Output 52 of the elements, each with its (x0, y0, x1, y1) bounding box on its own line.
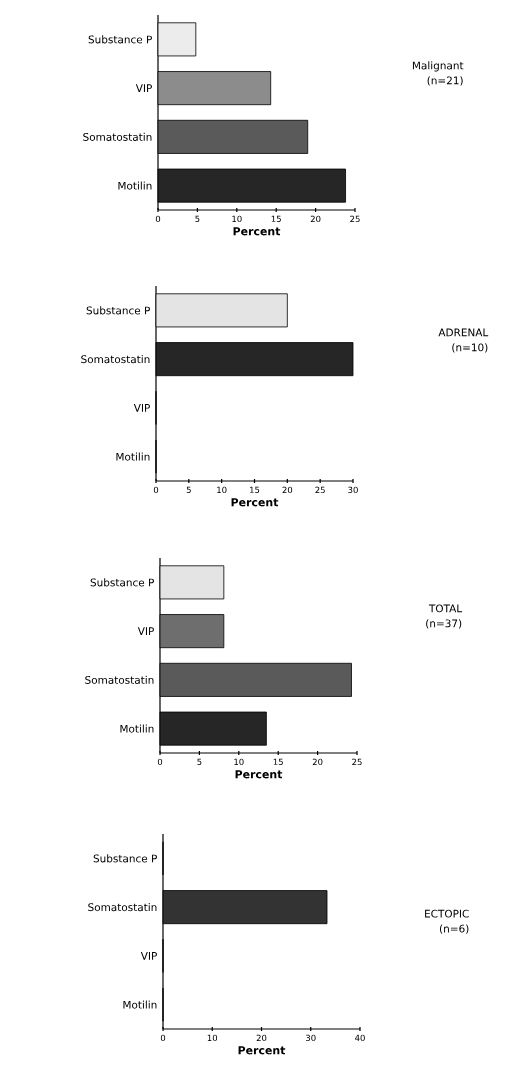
y-tick-label: VIP (135, 84, 152, 92)
text: Malignant (412, 61, 464, 72)
x-axis-title: Percent (233, 227, 281, 236)
y-tick-label: Substance P (88, 35, 152, 44)
x-tick-label: 0 (155, 215, 161, 223)
y-tick-label: Substance P (93, 854, 157, 863)
x-tick-label: 40 (355, 1034, 365, 1042)
x-tick-label: 20 (256, 1034, 267, 1042)
x-tick-label: 20 (312, 758, 323, 766)
x-axis-title: Percent (235, 770, 283, 779)
x-tick-label: 25 (315, 486, 325, 494)
x-tick-label: 0 (160, 1034, 166, 1042)
y-tick-label: Somatostatin (85, 675, 154, 684)
x-tick-label: 30 (348, 486, 358, 494)
y-tick-label: Somatostatin (88, 903, 157, 912)
y-tick-label: Somatostatin (83, 132, 152, 141)
text: (n=21) (427, 76, 463, 86)
x-tick-label: 5 (186, 486, 191, 493)
y-tick-label: VIP (137, 627, 154, 635)
x-tick-label: 25 (350, 215, 360, 223)
y-tick-label: Substance P (86, 306, 150, 315)
y-tick-label: Motilin (120, 724, 154, 733)
x-tick-label: 10 (207, 1034, 218, 1042)
y-tick-label: VIP (140, 952, 157, 960)
x-axis-title: Percent (231, 498, 279, 507)
text: ADRENAL (438, 328, 489, 337)
y-tick-label: Motilin (118, 181, 152, 190)
x-tick-label: 30 (306, 1034, 316, 1042)
y-tick-label: VIP (133, 404, 150, 412)
y-tick-label: Substance P (90, 578, 154, 587)
x-tick-label: 5 (195, 215, 200, 222)
x-tick-label: 15 (271, 215, 281, 222)
x-tick-label: 20 (310, 215, 321, 223)
x-axis-title: Percent (238, 1046, 286, 1055)
y-tick-label: Somatostatin (81, 355, 150, 364)
text: (n=10) (452, 343, 488, 353)
y-tick-label: Motilin (123, 1000, 157, 1009)
text: (n=6) (439, 924, 469, 934)
x-tick-label: 5 (197, 758, 202, 765)
x-tick-label: 0 (153, 486, 159, 494)
x-tick-label: 10 (232, 215, 242, 223)
x-tick-label: 20 (282, 486, 293, 494)
x-tick-label: 25 (352, 758, 362, 766)
x-tick-label: 10 (234, 758, 244, 766)
x-tick-label: 0 (157, 758, 163, 766)
x-tick-label: 15 (273, 758, 283, 765)
text: ECTOPIC (425, 909, 469, 918)
text: (n=37) (426, 619, 462, 629)
x-tick-label: 10 (217, 486, 227, 494)
y-tick-label: Motilin (116, 452, 150, 461)
x-tick-label: 15 (250, 486, 260, 493)
text: TOTAL (428, 604, 463, 613)
